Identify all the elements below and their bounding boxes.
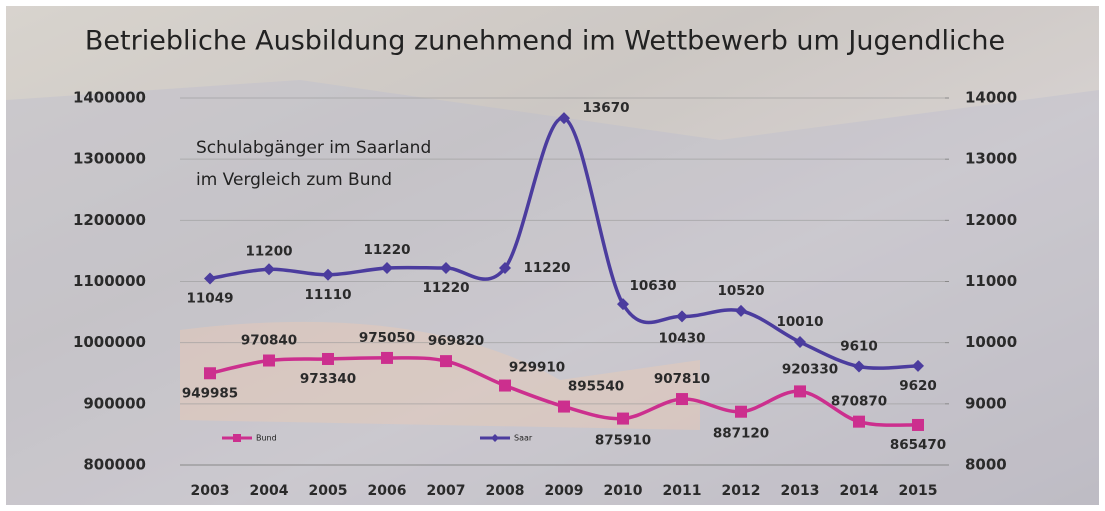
data-label: 11220 [364,242,411,258]
x-tick-label: 2009 [545,483,584,499]
data-label: 973340 [300,371,356,387]
marker [263,355,275,367]
data-label: 11220 [423,280,470,296]
annotation: Schulabgänger im Saarland [196,138,431,158]
marker [853,416,865,428]
data-label: 11110 [305,287,352,303]
marker [499,380,511,392]
x-tick-label: 2010 [604,483,643,499]
x-tick-label: 2004 [250,483,289,499]
y2-tick-label: 12000 [965,211,1017,229]
data-label: 11220 [524,260,571,276]
data-label: 895540 [568,379,624,395]
marker [381,352,393,364]
x-tick-label: 2005 [309,483,348,499]
data-label: 975050 [359,330,415,346]
data-label: 949985 [182,385,238,401]
data-label: 887120 [713,426,769,442]
legend-label: Saar [514,434,533,443]
marker [617,413,629,425]
y2-tick-label: 11000 [965,272,1017,290]
legend-marker [233,434,241,442]
y2-tick-label: 13000 [965,150,1017,168]
legend-label: Bund [256,434,277,443]
data-label: 10630 [630,278,677,294]
marker [204,367,216,379]
y-tick-label: 1000000 [73,333,146,351]
x-tick-label: 2011 [663,483,702,499]
y-tick-label: 800000 [83,456,146,474]
x-tick-label: 2003 [191,483,230,499]
data-label: 969820 [428,333,484,349]
data-label: 907810 [654,371,710,387]
x-tick-label: 2012 [722,483,761,499]
x-tick-label: 2014 [840,483,879,499]
y-tick-label: 1100000 [73,272,146,290]
data-label: 9610 [840,339,878,355]
data-label: 10010 [777,314,824,330]
data-label: 870870 [831,394,887,410]
y-tick-label: 1400000 [73,89,146,107]
data-label: 13670 [583,100,630,116]
chart: Betriebliche Ausbildung zunehmend im Wet… [0,0,1105,511]
marker [735,406,747,418]
marker [912,419,924,431]
x-tick-label: 2015 [899,483,938,499]
photo-veil [6,6,1099,505]
chart-title: Betriebliche Ausbildung zunehmend im Wet… [85,26,1005,57]
data-label: 9620 [899,378,937,394]
x-tick-label: 2006 [368,483,407,499]
y2-tick-label: 14000 [965,89,1017,107]
data-label: 920330 [782,361,838,377]
annotation: im Vergleich zum Bund [196,170,392,190]
marker [558,401,570,413]
y-tick-label: 1200000 [73,211,146,229]
data-label: 10520 [718,283,765,299]
data-label: 865470 [890,437,946,453]
data-label: 11049 [187,291,234,307]
data-label: 970840 [241,333,297,349]
data-label: 10430 [659,330,706,346]
data-label: 929910 [509,360,565,376]
x-tick-label: 2007 [427,483,466,499]
y-tick-label: 1300000 [73,150,146,168]
marker [440,355,452,367]
marker [794,385,806,397]
y-tick-label: 900000 [83,394,146,412]
data-label: 11200 [246,243,293,259]
marker [676,393,688,405]
x-tick-label: 2008 [486,483,525,499]
y2-tick-label: 9000 [965,394,1007,412]
x-tick-label: 2013 [781,483,820,499]
y2-tick-label: 10000 [965,333,1017,351]
marker [322,353,334,365]
data-label: 875910 [595,433,651,449]
y2-tick-label: 8000 [965,456,1007,474]
